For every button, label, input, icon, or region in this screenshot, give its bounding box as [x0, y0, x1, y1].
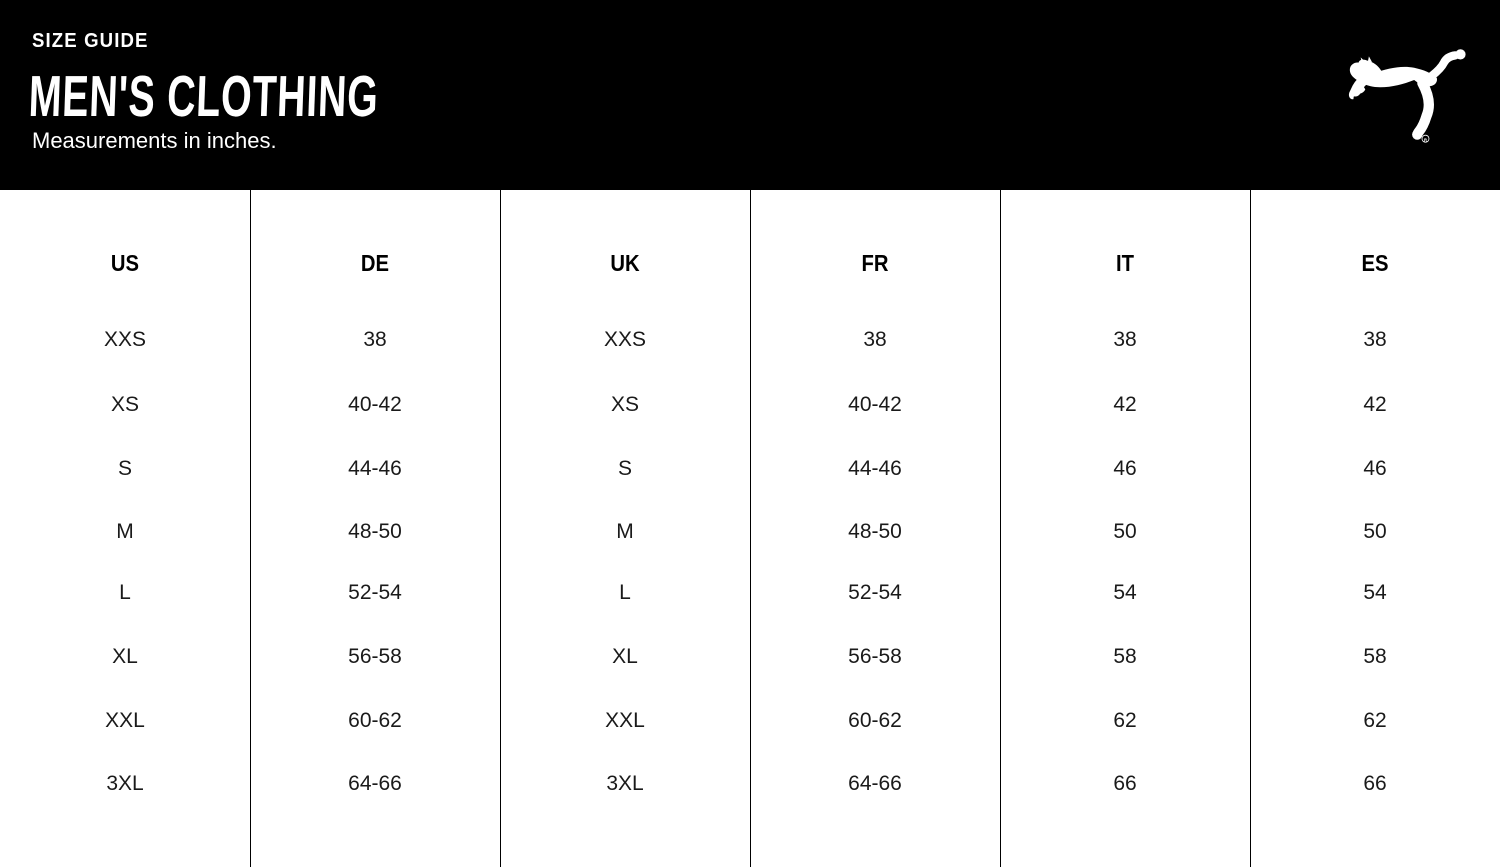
- svg-text:R: R: [1424, 138, 1427, 143]
